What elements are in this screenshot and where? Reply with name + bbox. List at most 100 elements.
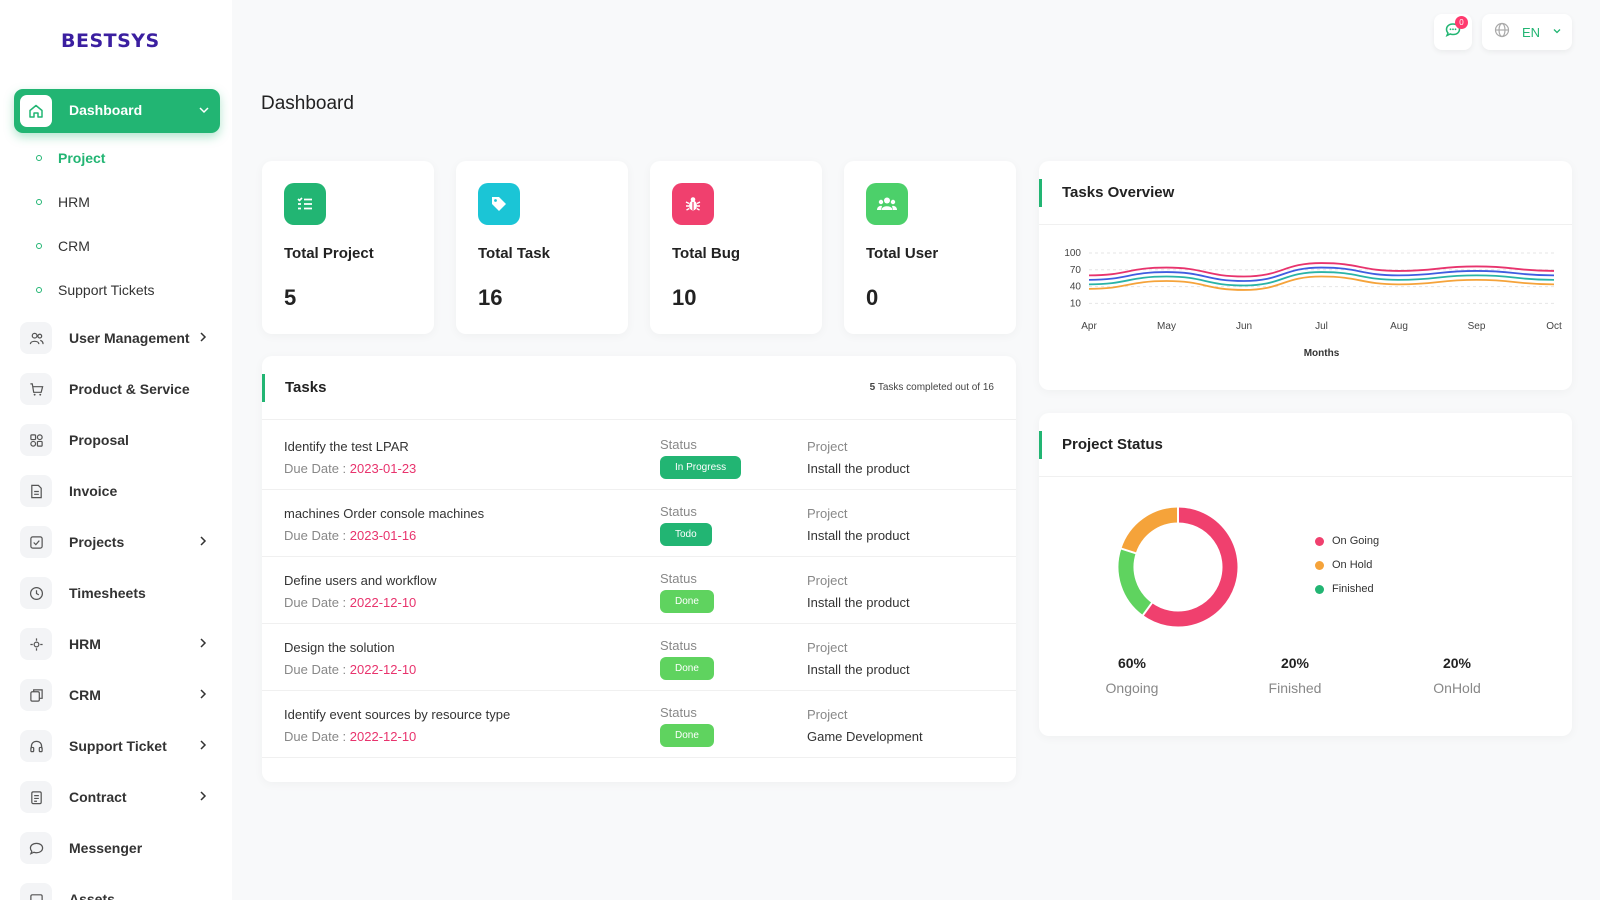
status-label: Status xyxy=(660,571,697,586)
legend-item-on-hold[interactable]: On Hold xyxy=(1315,559,1372,571)
sidebar-item-invoice[interactable]: Invoice xyxy=(20,474,212,508)
sidebar-item-assets[interactable]: Assets xyxy=(20,882,212,900)
task-due-date: 2022-12-10 xyxy=(349,729,417,744)
cart-icon xyxy=(20,373,52,405)
headset-icon xyxy=(20,730,52,762)
table-row[interactable]: Identify the test LPAR Due Date : 2023-0… xyxy=(262,423,1016,490)
chevron-right-icon xyxy=(198,737,208,755)
stat-value: 16 xyxy=(478,285,503,310)
sidebar-subitem-label: CRM xyxy=(58,238,90,254)
sidebar-item-label: Messenger xyxy=(69,840,143,856)
header-accent-bar xyxy=(262,374,265,402)
stat-label: Total Bug xyxy=(672,245,741,262)
series-line xyxy=(1088,266,1555,282)
sidebar-subitem-hrm[interactable]: HRM xyxy=(36,192,90,212)
assets-icon xyxy=(20,883,52,900)
status-label: Status xyxy=(660,504,697,519)
task-due-label: Due Date : xyxy=(284,595,347,610)
onhold-label: OnHold xyxy=(1433,680,1481,696)
sidebar-item-label: Proposal xyxy=(69,432,129,448)
sidebar-item-messenger[interactable]: Messenger xyxy=(20,831,212,865)
stat-label: Total Task xyxy=(478,245,550,262)
stat-value: 5 xyxy=(284,285,297,310)
sidebar-item-contract[interactable]: Contract xyxy=(20,780,212,814)
task-due-date: 2023-01-16 xyxy=(349,528,417,543)
bullet-icon xyxy=(36,243,42,249)
legend-item-finished[interactable]: Finished xyxy=(1315,583,1374,595)
project-label: Project xyxy=(807,640,848,655)
sidebar-item-label: User Management xyxy=(69,330,190,346)
task-name: machines Order console machines xyxy=(284,506,485,521)
project-label: Project xyxy=(807,439,848,454)
series-line xyxy=(1088,262,1555,278)
tasks-card-header: Tasks 5 Tasks completed out of 16 xyxy=(262,356,1016,420)
header-accent-bar xyxy=(1039,431,1042,459)
sidebar-item-hrm[interactable]: HRM xyxy=(20,627,212,661)
legend-dot xyxy=(1315,584,1324,594)
sidebar-subitem-crm[interactable]: CRM xyxy=(36,236,90,256)
sidebar-item-label: Dashboard xyxy=(69,102,143,118)
sidebar-item-label: Invoice xyxy=(69,483,118,499)
table-row[interactable]: Identify event sources by resource type … xyxy=(262,691,1016,758)
sidebar-subitem-support-tickets[interactable]: Support Tickets xyxy=(36,280,155,300)
sidebar-item-timesheets[interactable]: Timesheets xyxy=(20,576,212,610)
header-accent-bar xyxy=(1039,179,1042,207)
sidebar-subitem-label: Project xyxy=(58,150,106,166)
sidebar-item-product-service[interactable]: Product & Service xyxy=(20,372,212,406)
legend-label: On Going xyxy=(1332,535,1380,547)
users-icon xyxy=(866,183,908,225)
project-label: Project xyxy=(807,506,848,521)
sidebar-subitem-label: Support Tickets xyxy=(58,282,155,298)
language-label: EN xyxy=(1522,24,1541,40)
project-name: Install the product xyxy=(807,662,910,677)
tasks-overview-card: Tasks Overview 100 70 40 10 Apr May Jun Jul Aug S… xyxy=(1039,161,1572,390)
task-due-label: Due Date : xyxy=(284,662,347,677)
task-name: Identify event sources by resource type xyxy=(284,707,511,722)
chevron-right-icon xyxy=(198,329,208,347)
stat-card-total-project: Total Project 5 xyxy=(262,161,434,334)
home-icon xyxy=(20,95,52,127)
list-icon xyxy=(284,183,326,225)
stat-card-total-user: Total User 0 xyxy=(844,161,1016,334)
chevron-right-icon xyxy=(198,788,208,806)
x-tick-label: Apr xyxy=(1081,321,1097,332)
table-row[interactable]: Design the solution Due Date : 2022-12-1… xyxy=(262,624,1016,691)
sidebar-item-label: Contract xyxy=(69,789,127,805)
bullet-icon xyxy=(36,199,42,205)
table-row[interactable]: machines Order console machines Due Date… xyxy=(262,490,1016,557)
status-badge: Done xyxy=(660,590,714,613)
project-name: Install the product xyxy=(807,595,910,610)
sidebar-item-projects[interactable]: Projects xyxy=(20,525,212,559)
bullet-icon xyxy=(36,155,42,161)
project-name: Game Development xyxy=(807,729,923,744)
x-tick-label: May xyxy=(1157,321,1176,332)
x-tick-label: Jun xyxy=(1236,321,1252,332)
task-due: Due Date : 2022-12-10 xyxy=(284,662,416,677)
sidebar-item-label: CRM xyxy=(69,687,101,703)
slice-separator xyxy=(1141,601,1154,617)
project-label: Project xyxy=(807,707,848,722)
message-icon xyxy=(20,832,52,864)
hrm-icon xyxy=(20,628,52,660)
notifications-button[interactable]: 0 xyxy=(1434,14,1472,50)
donut-slice xyxy=(1143,507,1238,627)
sidebar-item-dashboard[interactable]: Dashboard xyxy=(14,89,220,133)
table-row[interactable]: Define users and workflow Due Date : 202… xyxy=(262,557,1016,624)
sidebar-item-support-ticket[interactable]: Support Ticket xyxy=(20,729,212,763)
tasks-overview-header: Tasks Overview xyxy=(1039,161,1572,225)
tasks-summary-count: 5 xyxy=(869,382,876,393)
sidebar-item-crm[interactable]: CRM xyxy=(20,678,212,712)
task-due: Due Date : 2023-01-23 xyxy=(284,461,416,476)
crm-icon xyxy=(20,679,52,711)
sidebar-subitem-label: HRM xyxy=(58,194,90,210)
task-due: Due Date : 2023-01-16 xyxy=(284,528,416,543)
sidebar-item-proposal[interactable]: Proposal xyxy=(20,423,212,457)
legend-item-on-going[interactable]: On Going xyxy=(1315,535,1379,547)
brand-logo[interactable]: BESTSYS xyxy=(61,30,160,52)
sidebar-item-user-management[interactable]: User Management xyxy=(20,321,212,355)
task-due: Due Date : 2022-12-10 xyxy=(284,729,416,744)
sidebar-subitem-project[interactable]: Project xyxy=(36,148,105,168)
language-selector[interactable]: EN xyxy=(1482,14,1572,50)
series-line xyxy=(1088,271,1555,287)
status-badge: Todo xyxy=(660,523,712,546)
